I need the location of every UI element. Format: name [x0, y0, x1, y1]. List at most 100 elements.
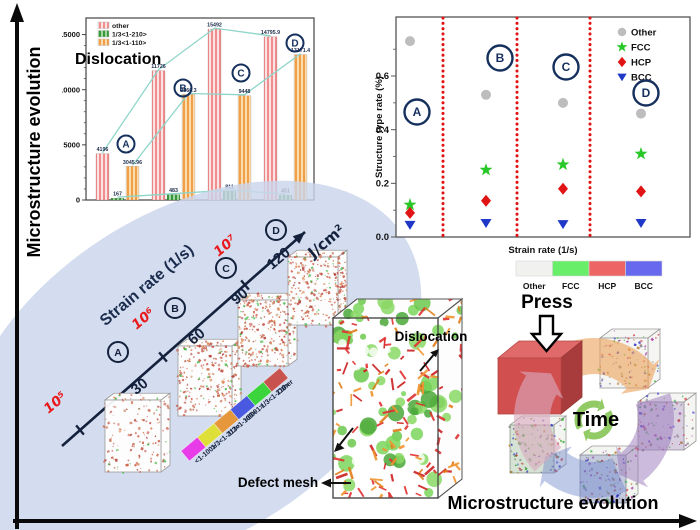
point-label-C: C	[222, 263, 230, 275]
bar-annotation-circle	[231, 63, 251, 83]
bar-annotation-letter: B	[179, 84, 186, 95]
bar-connector-line	[131, 53, 301, 166]
bar-value-label: 9566.3	[180, 88, 196, 94]
strain-rate-axis	[61, 231, 306, 447]
bar-legend-swatch	[97, 30, 110, 38]
defect-side-arrowhead	[334, 442, 345, 452]
structure-legend-swatch-BCC	[625, 260, 663, 277]
scatter-annotation-circle	[486, 44, 514, 72]
horizontal-axis-arrowhead	[679, 514, 697, 528]
scatter-series-BCC	[404, 219, 647, 230]
scatter-annotation-circle	[403, 98, 431, 126]
bar-ytick-label: 0	[76, 196, 80, 205]
scatter-ytick-label: 0.6	[376, 71, 389, 82]
bar-value-label: 483	[169, 188, 178, 194]
scatter-legend-label: HCP	[631, 57, 652, 68]
strain-axis-arrowhead	[292, 232, 305, 244]
structure-legend-swatch-HCP	[588, 260, 626, 277]
bar-value-label: 15492	[207, 23, 222, 29]
crystal-box-1	[102, 392, 172, 475]
strain-point-markers: A B C D	[107, 219, 287, 363]
scatter-ylabel: Structure type rate (%)	[374, 76, 385, 178]
bar-legend-label: 1/3<1-210>	[112, 31, 147, 38]
defect-mesh-callout-label: Defect mesh	[238, 475, 318, 490]
press-down-arrow	[529, 314, 564, 353]
bar-legend-label: 1/3<1-110>	[112, 40, 146, 47]
dislocation-arrowhead	[430, 349, 439, 358]
point-label-A: A	[114, 347, 122, 359]
structure-legend-swatch-FCC	[552, 260, 590, 277]
defect-mesh-arrowhead	[321, 478, 331, 488]
time-label: Time	[573, 409, 619, 431]
dislocation-callout-label: Dislocation	[395, 329, 468, 344]
structure-legend-label: BCC	[635, 281, 653, 291]
cycle-cube-3	[578, 445, 640, 505]
scatter-annotation-circle	[552, 53, 580, 81]
scatter-ytick-label: 0.0	[376, 232, 389, 243]
cycle-ring-arrow	[544, 452, 627, 499]
cycle-ring-arrow	[513, 375, 562, 472]
scatter-annotation-letter: C	[562, 60, 571, 74]
scatter-series-Other	[405, 36, 646, 119]
bar-other-A	[95, 153, 110, 201]
bar-value-label: 14795.9	[261, 30, 280, 36]
bar-ytick-label: 5000	[63, 140, 80, 149]
bar-legend-swatch	[97, 21, 110, 29]
bar-legend-label: other	[112, 23, 129, 30]
cycle-ring-arrow	[621, 393, 674, 482]
callout-arrows	[321, 349, 439, 488]
figure-axes	[10, 3, 697, 529]
press-time-cycle	[496, 328, 698, 505]
scatter-legend-label: BCC	[631, 72, 652, 83]
bar-1/3<1-210>-B	[166, 194, 181, 201]
bar-value-label: 167	[113, 192, 122, 198]
crystal-box-2	[175, 338, 243, 418]
bar-1/3<1-210>-A	[110, 197, 125, 201]
scatter-legend-label: FCC	[631, 42, 651, 53]
bar-legend-swatch	[97, 38, 110, 46]
press-label: Press	[521, 292, 573, 313]
burgers-vector-legend: <1-100>1/3<1-213>1/3<1-100><0001>1/3<1-2…	[180, 367, 295, 465]
scatter-plot-area	[395, 16, 691, 238]
crystal-boxes	[102, 249, 349, 475]
structure-type-scatter-chart: 0.0 0.2 0.4 0.6 Other FCC HCP BCC A B C D Strain rat…	[374, 16, 691, 291]
bar-annotation-circle	[285, 33, 305, 53]
scatter-annotation-circle	[632, 79, 660, 107]
defect-structure-box	[331, 297, 464, 500]
bar-value-label: 13171.4	[291, 48, 310, 54]
bar-chart-title: Dislocation	[75, 51, 161, 68]
point-label-B: B	[171, 303, 179, 315]
scatter-xlabel: Strain rate (1/s)	[508, 245, 577, 256]
structure-legend-label: HCP	[598, 281, 616, 291]
axis-tick	[158, 351, 168, 363]
bar-annotation-circle	[173, 78, 193, 98]
scatter-ytick-label: 0.4	[376, 125, 390, 136]
bar-annotation-letter: A	[122, 140, 129, 151]
vertical-axis-label: Microstructure evolution	[24, 46, 44, 257]
scatter-series-HCP	[405, 182, 646, 219]
axis-tick	[75, 424, 85, 436]
bar-1/3<1-110>-A	[125, 166, 140, 201]
scatter-legend-label: Other	[631, 27, 657, 38]
structure-legend-label: Other	[523, 281, 546, 291]
scatter-annotation-letter: B	[496, 51, 505, 65]
bar-value-label: 9448	[239, 89, 251, 95]
axis-tick	[240, 279, 250, 291]
scatter-ytick-label: 0.2	[376, 179, 389, 190]
cycle-caption: Microstructure evolution	[447, 493, 658, 513]
bar-annotation-letter: C	[237, 69, 244, 80]
bar-ytick-label: 10000	[62, 85, 80, 94]
crystal-box-4	[286, 249, 349, 329]
bar-annotation-circle	[116, 134, 136, 154]
bar-annotation-letter: D	[291, 39, 298, 50]
scatter-annotation-letter: A	[413, 105, 422, 119]
structure-legend-swatch-Other	[515, 260, 553, 277]
dislocation-bar-chart: 0 5000 10000 15000 4196 11726 15492 14795.9 167 4…	[62, 17, 315, 205]
bar-value-label: 4196	[97, 147, 109, 153]
vertical-axis-arrowhead	[10, 3, 24, 22]
scatter-annotation-letter: D	[642, 86, 651, 100]
bar-value-label: 11726	[151, 64, 165, 70]
bar-value-label: 3045.96	[123, 160, 142, 166]
